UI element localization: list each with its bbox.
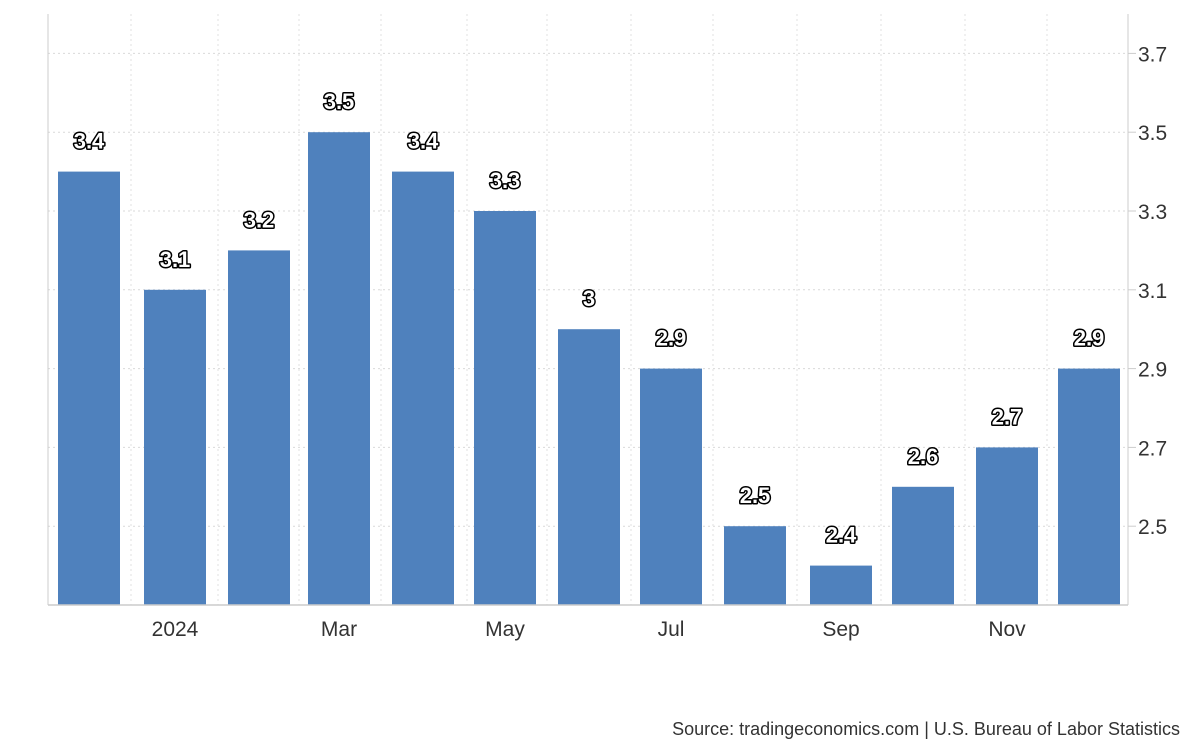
x-tick-label: Jul [658, 618, 685, 641]
x-tick-label: 2024 [152, 618, 199, 641]
data-label: 3 [583, 286, 595, 311]
data-label: 2.9 [1074, 326, 1105, 351]
data-label: 3.3 [490, 168, 521, 193]
bars [58, 132, 1120, 605]
y-tick-label: 2.5 [1138, 516, 1167, 539]
bar [558, 329, 620, 605]
data-label: 3.4 [74, 129, 105, 154]
data-label: 3.5 [324, 89, 355, 114]
y-tick-label: 3.7 [1138, 43, 1167, 66]
data-label: 3.2 [244, 207, 275, 232]
data-label: 2.5 [740, 483, 771, 508]
y-tick-label: 3.5 [1138, 122, 1167, 145]
data-label: 2.4 [826, 523, 857, 548]
data-label: 2.6 [908, 444, 939, 469]
bar [144, 289, 206, 605]
bar [1058, 368, 1120, 605]
bar [810, 565, 872, 605]
bar [58, 171, 120, 605]
y-tick-label: 3.3 [1138, 201, 1167, 224]
bar [976, 447, 1038, 605]
x-tick-label: Sep [822, 618, 859, 641]
y-tick-label: 2.7 [1138, 437, 1167, 460]
x-tick-label: Nov [988, 618, 1026, 641]
data-label: 2.9 [656, 326, 687, 351]
data-label: 3.4 [408, 129, 439, 154]
data-label: 3.1 [160, 247, 191, 272]
bar [640, 368, 702, 605]
source-credit: Source: tradingeconomics.com | U.S. Bure… [672, 719, 1180, 739]
y-tick-label: 3.1 [1138, 280, 1167, 303]
x-tick-label: Mar [321, 618, 357, 641]
bar [892, 486, 954, 605]
bar [474, 211, 536, 605]
bar [308, 132, 370, 605]
bar [724, 526, 786, 605]
bar [228, 250, 290, 605]
data-labels: 3.4 3.1 3.2 3.5 3.4 3.3 3 2.9 2.5 2.4 2.6 2.7 2.9 [72, 88, 1106, 549]
axes: 2.5 2.7 2.9 3.1 3.3 3.5 3.7 2024 Mar May Jul Sep Nov [47, 14, 1167, 641]
data-label: 2.7 [992, 404, 1023, 429]
bar-chart: 3.4 3.1 3.2 3.5 3.4 3.3 3 2.9 2.5 2.4 2.6 2.7 2.9 2.… [47, 14, 1167, 641]
bar [392, 171, 454, 605]
y-tick-label: 2.9 [1138, 359, 1167, 382]
x-tick-label: May [485, 618, 525, 641]
